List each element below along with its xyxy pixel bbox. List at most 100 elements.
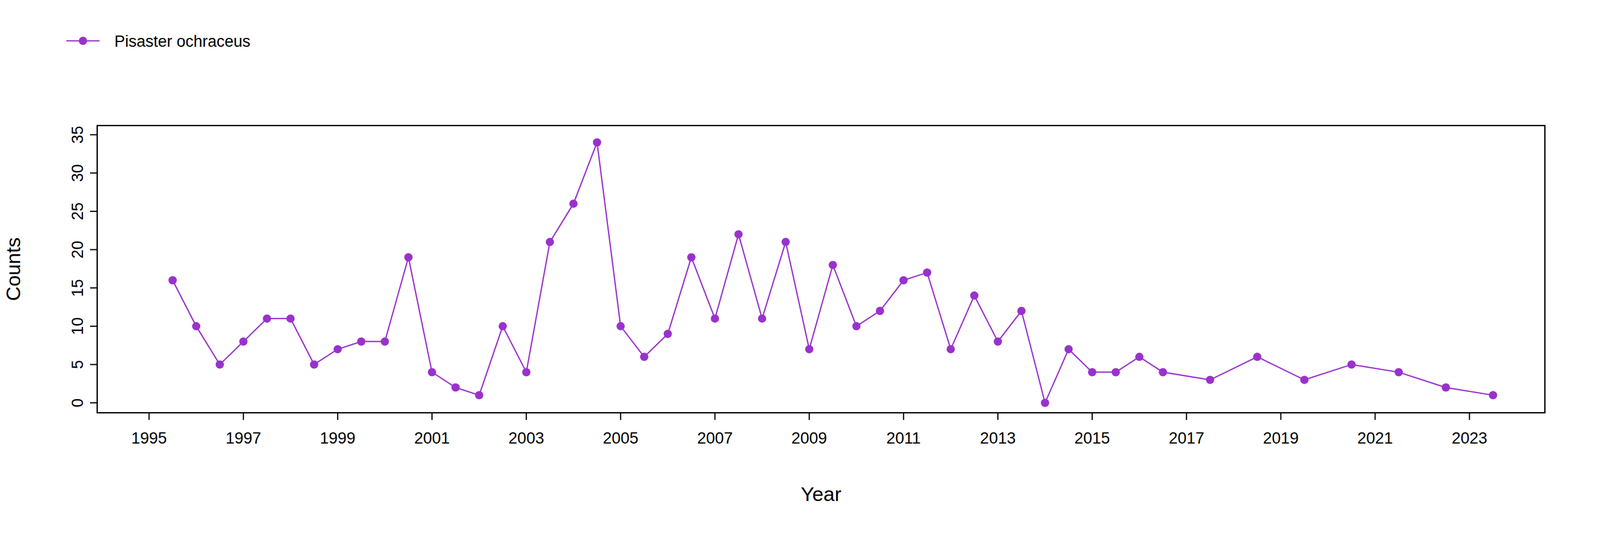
data-point — [663, 330, 672, 339]
data-point — [427, 368, 437, 377]
data-point — [1347, 360, 1356, 370]
data-point — [1017, 306, 1026, 316]
data-point — [475, 391, 484, 400]
data-point — [262, 314, 271, 323]
data-point — [404, 253, 413, 262]
legend-label: Pisaster ochraceus — [114, 32, 251, 51]
data-point — [640, 353, 649, 362]
data-point — [616, 322, 625, 331]
y-tick-label: 30 — [68, 164, 87, 182]
data-point — [215, 360, 224, 370]
data-point — [593, 138, 602, 147]
x-tick — [148, 413, 150, 421]
x-tick-label: 1997 — [225, 429, 262, 448]
data-point — [781, 238, 790, 247]
data-point — [1111, 368, 1120, 377]
data-point — [946, 345, 955, 354]
x-tick-label: 2009 — [791, 429, 828, 448]
data-point — [1088, 368, 1097, 377]
legend: Pisaster ochraceus — [66, 32, 251, 51]
x-tick-label: 2017 — [1168, 429, 1205, 448]
y-tick — [90, 172, 98, 174]
data-point — [1300, 375, 1309, 384]
data-point — [1205, 375, 1215, 384]
data-point — [1394, 368, 1403, 377]
x-tick-label: 2019 — [1262, 429, 1299, 448]
y-tick-label: 25 — [68, 202, 87, 221]
x-tick — [808, 413, 811, 421]
x-tick-label: 2005 — [602, 429, 639, 448]
x-tick-label: 2007 — [696, 429, 733, 448]
data-point — [309, 360, 319, 370]
background — [0, 0, 1600, 533]
data-point — [1135, 353, 1144, 362]
data-point — [569, 199, 578, 208]
y-tick — [90, 287, 98, 289]
x-tick — [997, 413, 999, 421]
x-tick — [337, 413, 339, 421]
data-point — [522, 368, 531, 377]
x-tick-label: 2023 — [1451, 429, 1488, 448]
x-tick — [431, 413, 433, 421]
data-point — [687, 253, 696, 262]
plot-area — [168, 138, 1497, 408]
x-tick — [1185, 413, 1187, 421]
x-tick — [903, 413, 905, 421]
x-tick — [1374, 413, 1376, 421]
data-point — [357, 337, 366, 347]
x-tick-label: 2001 — [414, 429, 450, 448]
data-point — [545, 238, 555, 247]
data-point — [710, 314, 719, 323]
data-point — [875, 306, 885, 316]
y-tick-label: 15 — [68, 279, 87, 297]
x-tick — [525, 413, 527, 421]
x-tick-label: 2003 — [508, 429, 544, 448]
y-tick — [90, 402, 98, 404]
data-point — [1158, 368, 1167, 377]
x-tick — [619, 413, 622, 421]
y-tick-label: 35 — [68, 125, 87, 144]
x-tick-label: 2021 — [1357, 429, 1393, 448]
y-tick-label: 0 — [68, 398, 87, 408]
data-point — [498, 322, 507, 331]
x-tick-label: 2011 — [886, 429, 921, 448]
y-tick — [90, 134, 98, 136]
data-point — [239, 337, 248, 347]
data-point — [828, 260, 837, 270]
data-point — [852, 322, 861, 331]
x-tick — [714, 413, 716, 421]
y-tick — [90, 325, 98, 328]
series-line — [172, 142, 1493, 403]
legend-marker — [78, 36, 88, 46]
y-tick-label: 20 — [68, 240, 87, 259]
x-tick-label: 2013 — [980, 429, 1016, 448]
x-tick — [242, 413, 245, 421]
data-point — [1040, 398, 1049, 408]
y-tick-label: 5 — [68, 360, 87, 370]
y-axis-line — [96, 135, 98, 404]
data-point — [734, 230, 743, 239]
x-tick — [1469, 413, 1471, 421]
x-tick-label: 1999 — [320, 429, 356, 448]
y-tick — [90, 249, 98, 251]
y-tick — [90, 364, 98, 366]
data-point — [451, 383, 460, 392]
data-point — [923, 268, 932, 277]
plot-frame — [97, 125, 1545, 414]
data-point — [192, 322, 201, 331]
data-point — [1253, 353, 1262, 362]
data-point — [333, 345, 342, 354]
data-point — [993, 337, 1003, 347]
x-tick-label: 2015 — [1074, 429, 1110, 448]
data-point — [970, 291, 979, 300]
x-tick — [1091, 413, 1093, 421]
data-point — [1488, 391, 1497, 400]
data-point — [168, 276, 177, 285]
data-point — [805, 345, 814, 354]
data-point — [899, 276, 908, 285]
y-tick — [90, 210, 98, 213]
chart: 1995199719992001200320052007200920112013… — [0, 0, 1600, 533]
data-point — [286, 314, 295, 323]
x-tick-label: 1995 — [130, 429, 167, 448]
data-point — [1064, 345, 1073, 354]
